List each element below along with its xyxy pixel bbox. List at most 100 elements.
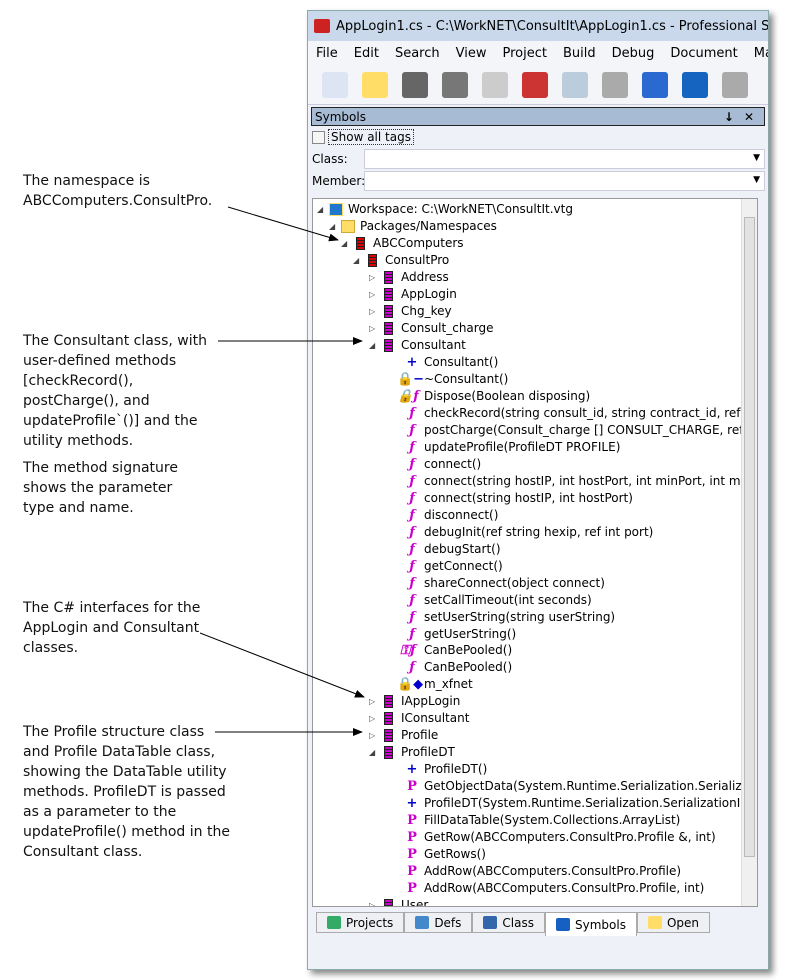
member-dropdown[interactable]: [364, 171, 765, 191]
expanded-arrow-icon[interactable]: ◢: [369, 340, 376, 350]
paste-icon[interactable]: [602, 71, 628, 98]
menu-debug[interactable]: Debug: [611, 45, 655, 61]
tree-item[interactable]: ƒ updateProfile(ProfileDT PROFILE): [397, 439, 620, 456]
menu-project[interactable]: Project: [502, 45, 547, 61]
new-file-icon[interactable]: [322, 71, 348, 98]
tree-item[interactable]: ƒ disconnect(): [397, 507, 498, 524]
tree-item-label: ConsultPro: [385, 252, 450, 267]
tree-item[interactable]: ƒ connect(): [397, 456, 481, 473]
expanded-arrow-icon[interactable]: ◢: [317, 205, 324, 214]
tree-item[interactable]: ◢ ProfileDT: [369, 744, 455, 761]
tree-item[interactable]: ƒ postCharge(Consult_charge [] CONSULT_CH…: [397, 422, 757, 439]
tree-item[interactable]: ƒ setUserString(string userString): [397, 609, 615, 626]
select-icon[interactable]: [642, 71, 668, 98]
expanded-arrow-icon[interactable]: ◢: [369, 748, 376, 758]
tree-item[interactable]: ▷ IAppLogin: [369, 693, 460, 710]
tab-symbols[interactable]: Symbols: [545, 912, 637, 936]
save-icon[interactable]: [402, 71, 428, 98]
tree-item[interactable]: ▷ Consult_charge: [369, 320, 494, 337]
expanded-arrow-icon[interactable]: ◢: [353, 255, 360, 265]
collapsed-arrow-icon[interactable]: ▷: [369, 697, 376, 707]
annotation-profile: The Profile structure class and Profile …: [23, 724, 230, 860]
tree-item[interactable]: ƒ debugStart(): [397, 541, 500, 558]
scrollbar-thumb[interactable]: [744, 217, 755, 857]
collapsed-arrow-icon[interactable]: ▷: [369, 289, 376, 299]
menu-search[interactable]: Search: [394, 45, 440, 61]
tab-open[interactable]: Open: [636, 912, 711, 933]
menu-macro[interactable]: Macro: [753, 45, 768, 61]
expanded-arrow-icon[interactable]: ◢: [341, 238, 348, 248]
collapsed-arrow-icon[interactable]: ▷: [369, 306, 376, 316]
tree-item[interactable]: ▷ AppLogin: [369, 286, 457, 303]
open-folder-icon[interactable]: [362, 71, 388, 98]
tree-item[interactable]: ◢ ABCComputers: [341, 235, 464, 252]
expanded-arrow-icon[interactable]: ◢: [329, 221, 336, 231]
tree-item[interactable]: 🔒ƒ Dispose(Boolean disposing): [397, 388, 590, 405]
tree-item-label: getConnect(): [424, 558, 503, 573]
tab-defs[interactable]: Defs: [404, 912, 473, 933]
collapsed-arrow-icon[interactable]: ▷: [369, 323, 376, 333]
save-all-icon[interactable]: [442, 71, 468, 98]
class-dropdown[interactable]: [364, 149, 765, 169]
collapsed-arrow-icon[interactable]: ▷: [369, 272, 376, 282]
tab-projects[interactable]: Projects: [316, 912, 405, 933]
tree-item[interactable]: + ProfileDT(System.Runtime.Serialization.…: [397, 795, 757, 812]
private-destructor-icon: 🔒−: [397, 371, 425, 387]
tree-item[interactable]: P FillDataTable(System.Collections.ArrayL…: [397, 812, 680, 829]
tree-item[interactable]: 🔒− ~Consultant(): [397, 371, 508, 388]
tree-item[interactable]: P GetRow(ABCComputers.ConsultPro.Profile …: [397, 829, 716, 846]
tree-item[interactable]: ◢ Packages/Namespaces: [329, 218, 497, 235]
tree-item[interactable]: + Consultant(): [397, 354, 499, 371]
tree-item[interactable]: P AddRow(ABCComputers.ConsultPro.Profile): [397, 863, 681, 880]
tree-item-label: connect(): [424, 456, 482, 471]
tree-item[interactable]: ▷ IConsultant: [369, 710, 469, 727]
tree-item[interactable]: P GetRows(): [397, 846, 486, 863]
tree-item[interactable]: ƒ connect(string hostIP, int hostPort): [397, 490, 633, 507]
tree-item[interactable]: ▷ User: [369, 897, 428, 907]
tree-item[interactable]: ƒ getUserString(): [397, 626, 516, 643]
tree-item[interactable]: ◢ Consultant: [369, 337, 466, 354]
tree-item[interactable]: ▷ Profile: [369, 727, 438, 744]
procedure-icon: P: [407, 779, 417, 795]
tree-item-label: CanBePooled(): [424, 643, 513, 658]
vertical-scrollbar[interactable]: [741, 199, 757, 906]
tree-item[interactable]: P GetObjectData(System.Runtime.Serializat…: [397, 778, 757, 795]
collapsed-arrow-icon[interactable]: ▷: [369, 714, 376, 724]
cut-icon[interactable]: [522, 71, 548, 98]
tree-item[interactable]: ▷ Address: [369, 269, 449, 286]
collapsed-arrow-icon[interactable]: ▷: [369, 731, 376, 741]
tree-item[interactable]: ƒ shareConnect(object connect): [397, 575, 605, 592]
tree-item[interactable]: ƒ debugInit(ref string hexip, ref int por…: [397, 524, 653, 541]
tree-item[interactable]: P AddRow(ABCComputers.ConsultPro.Profile,…: [397, 880, 704, 897]
collapsed-arrow-icon[interactable]: ▷: [369, 901, 376, 907]
tree-item[interactable]: ƒ connect(string hostIP, int hostPort, in…: [397, 473, 757, 490]
tree-item[interactable]: ◢ ConsultPro: [353, 252, 449, 269]
tree-item[interactable]: ◢ Workspace: C:\WorkNET\ConsultIt.vtg: [317, 201, 573, 218]
symbols-icon: [556, 918, 570, 931]
pin-icon[interactable]: ↓: [723, 109, 734, 124]
close-icon[interactable]: ✕: [743, 109, 754, 124]
tree-item[interactable]: 🔒◆ m_xfnet: [397, 676, 473, 693]
tree-item[interactable]: ƒ setCallTimeout(int seconds): [397, 592, 591, 609]
tree-item[interactable]: ƒ CanBePooled(): [397, 659, 512, 676]
redo-icon[interactable]: [722, 71, 748, 98]
tree-item[interactable]: ⚿ƒ CanBePooled(): [397, 642, 512, 659]
tree-item-label: updateProfile(ProfileDT PROFILE): [424, 439, 621, 454]
symbol-tree: ◢ Workspace: C:\WorkNET\ConsultIt.vtg ◢ Pac…: [312, 198, 758, 907]
show-all-tags-checkbox[interactable]: [312, 130, 325, 144]
tree-item[interactable]: + ProfileDT(): [397, 761, 488, 778]
copy-icon[interactable]: [562, 71, 588, 98]
function-icon: ƒ: [409, 507, 415, 523]
undo-icon[interactable]: [682, 71, 708, 98]
tree-item[interactable]: ƒ checkRecord(string consult_id, string c…: [397, 405, 757, 422]
print-icon[interactable]: [482, 71, 508, 98]
tree-item[interactable]: ▷ Chg_key: [369, 303, 452, 320]
menu-edit[interactable]: Edit: [353, 45, 379, 61]
menu-document[interactable]: Document: [670, 45, 738, 61]
tree-item[interactable]: ƒ getConnect(): [397, 558, 503, 575]
menu-view[interactable]: View: [455, 45, 487, 61]
menu-build[interactable]: Build: [562, 45, 596, 61]
show-all-tags-label[interactable]: Show all tags: [328, 129, 414, 145]
menu-file[interactable]: File: [316, 45, 338, 61]
tab-class[interactable]: Class: [472, 912, 545, 933]
